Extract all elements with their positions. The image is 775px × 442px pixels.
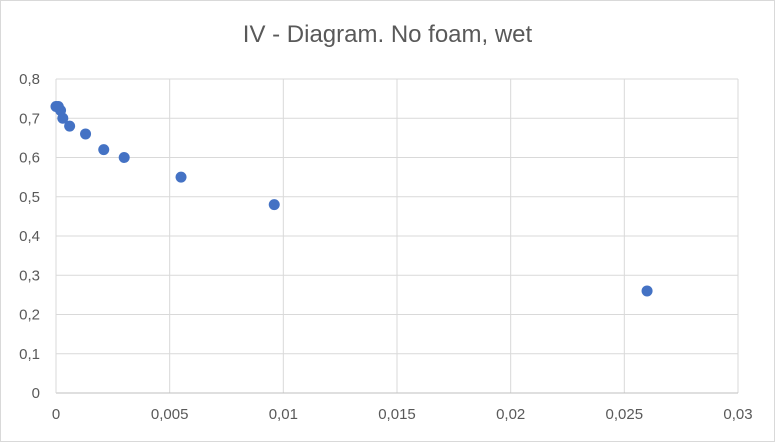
y-tick-label: 0,5	[19, 189, 40, 206]
tick-labels: 0 0,005 0,01 0,015 0,02 0,025 0,03 0 0,1 0,2 0,3 0,…	[19, 71, 752, 423]
data-points	[50, 100, 653, 297]
x-tick-label: 0,03	[723, 406, 752, 423]
x-tick-label: 0	[52, 406, 60, 423]
y-tick-label: 0,1	[19, 346, 40, 363]
y-tick-label: 0	[32, 385, 40, 402]
axes	[55, 79, 738, 394]
data-point	[64, 120, 76, 132]
x-tick-label: 0,01	[269, 406, 298, 423]
x-tick-label: 0,005	[151, 406, 189, 423]
y-tick-label: 0,4	[19, 228, 40, 245]
data-point	[118, 152, 130, 163]
data-point	[80, 128, 92, 140]
y-tick-label: 0,7	[19, 110, 40, 127]
data-point	[98, 144, 110, 156]
x-tick-label: 0,025	[606, 406, 644, 423]
x-tick-label: 0,02	[496, 406, 525, 423]
data-point	[641, 285, 653, 297]
data-point	[57, 112, 69, 124]
gridlines	[55, 78, 739, 393]
y-tick-label: 0,8	[19, 71, 40, 88]
x-tick-label: 0,015	[378, 406, 416, 423]
data-point	[268, 199, 280, 211]
y-tick-label: 0,3	[19, 267, 40, 284]
y-tick-label: 0,6	[19, 150, 40, 167]
y-tick-label: 0,2	[19, 307, 40, 324]
data-point	[175, 171, 187, 183]
chart-title: IV - Diagram. No foam, wet	[242, 21, 533, 48]
